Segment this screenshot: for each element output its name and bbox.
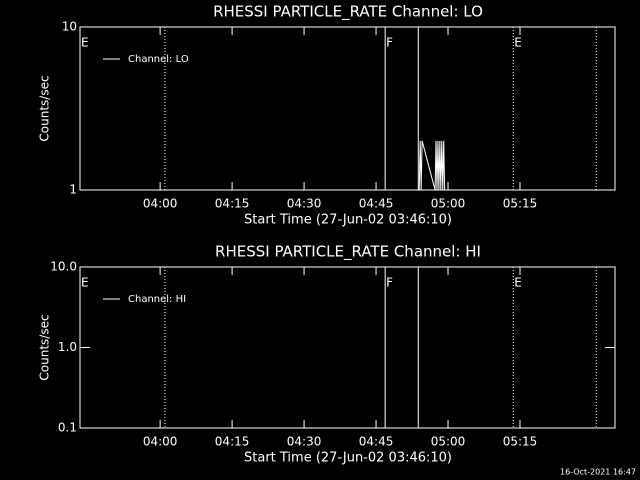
flag-label: E — [514, 36, 522, 50]
y-tick-label: 1.0 — [58, 340, 77, 354]
y-tick-label: 1 — [69, 183, 77, 197]
flag-label: F — [386, 36, 393, 50]
flag-label: E — [81, 36, 89, 50]
data-line — [418, 140, 446, 191]
legend-label: Channel: LO — [128, 54, 189, 65]
x-tick-label: 04:00 — [143, 197, 178, 211]
y-tick-label: 0.1 — [58, 421, 77, 435]
footer: 16-Oct-2021 16:47 — [560, 468, 636, 477]
x-tick-label: 05:00 — [431, 435, 466, 449]
x-tick-label: 04:00 — [143, 435, 178, 449]
flag-label: E — [81, 276, 89, 290]
chart-title: RHESSI PARTICLE_RATE Channel: HI — [215, 243, 481, 262]
y-axis-label: Counts/sec — [38, 314, 52, 380]
x-tick-label: 05:00 — [431, 197, 466, 211]
x-axis-label: Start Time (27-Jun-02 03:46:10) — [244, 213, 452, 228]
flag-label: F — [386, 276, 393, 290]
x-tick-label: 04:30 — [287, 435, 322, 449]
x-tick-label: 04:15 — [215, 435, 250, 449]
flag-label: E — [514, 276, 522, 290]
y-tick-label: 10.0 — [50, 260, 77, 274]
plot-frame — [79, 26, 616, 191]
x-tick-label: 04:45 — [359, 197, 394, 211]
x-tick-label: 04:15 — [215, 197, 250, 211]
x-tick-label: 04:45 — [359, 435, 394, 449]
x-tick-label: 05:15 — [503, 197, 538, 211]
x-tick-label: 04:30 — [287, 197, 322, 211]
y-tick-label: 10 — [62, 20, 77, 34]
x-tick-label: 05:15 — [503, 435, 538, 449]
chart-title: RHESSI PARTICLE_RATE Channel: LO — [213, 3, 483, 22]
plot-frame — [79, 266, 616, 429]
x-axis-label: Start Time (27-Jun-02 03:46:10) — [244, 451, 452, 466]
legend-label: Channel: HI — [128, 294, 186, 305]
y-axis-label: Counts/sec — [38, 75, 52, 141]
